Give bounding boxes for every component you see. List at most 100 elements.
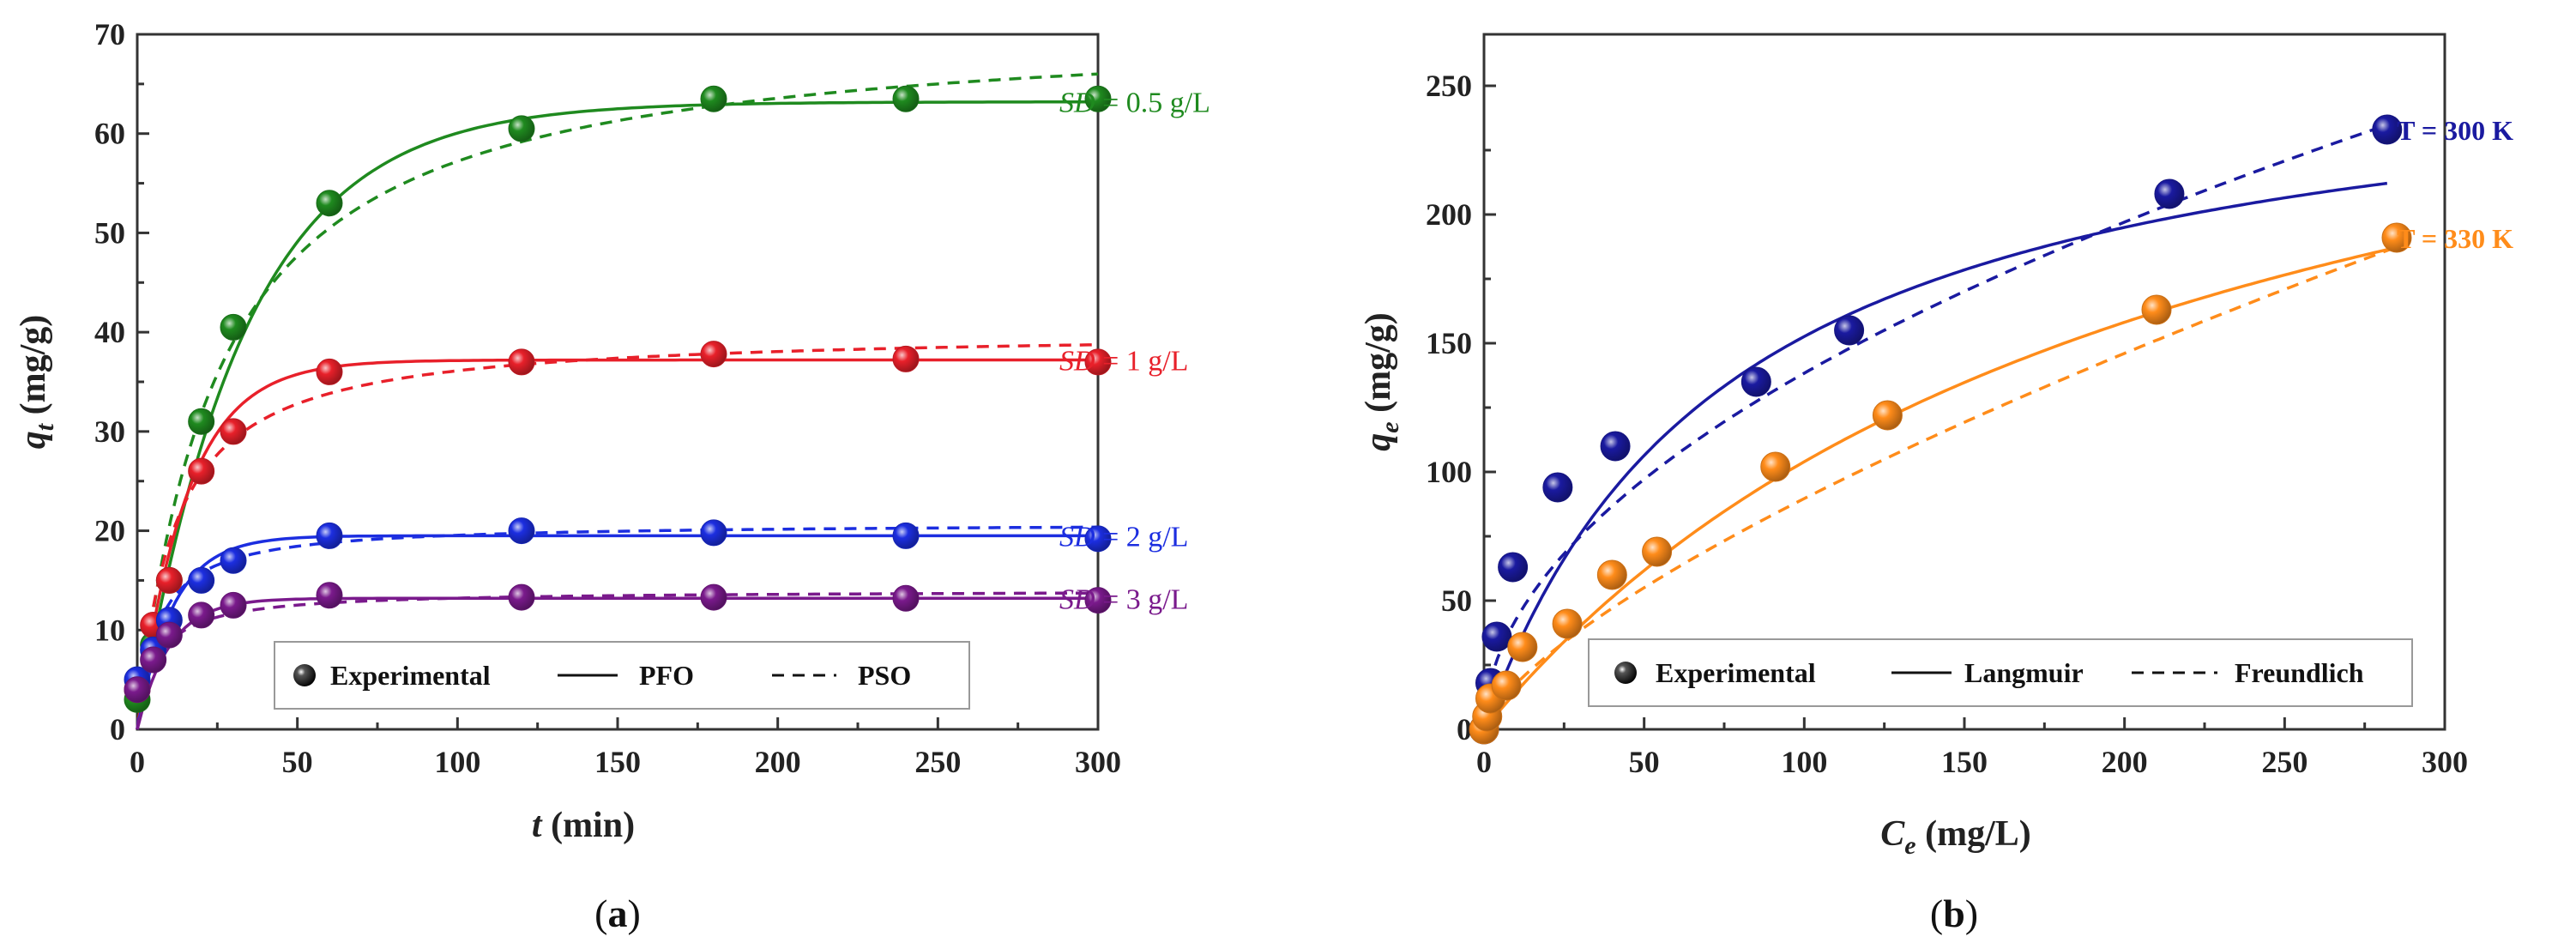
data-point [188,601,215,629]
data-point [1872,400,1903,431]
x-tick-label: 200 [2102,745,2148,779]
data-point [220,418,247,445]
x-tick-label: 250 [914,745,961,779]
data-point [700,519,727,547]
langmuir-fit-line [1482,245,2398,731]
legend-experimental: Experimental [1656,657,1816,688]
data-point [220,313,247,341]
y-tick-label: 100 [1426,455,1472,489]
x-tick-label: 300 [2422,745,2468,779]
x-tick-label: 0 [1476,745,1492,779]
legend-box [1588,638,2413,707]
y-axis-title: qe (mg/g) [1359,312,1404,450]
data-point [1084,85,1112,112]
x-tick-label: 50 [282,745,313,779]
x-tick-label: 50 [1629,745,1660,779]
data-point [508,115,535,142]
series-label: T = 330 K [2397,223,2513,254]
y-tick-label: 10 [94,613,125,647]
x-tick-label: 100 [434,745,480,779]
series-label: T = 300 K [2397,115,2513,146]
freundlich-fit-line [1482,123,2388,727]
y-tick-label: 40 [94,315,125,349]
pso-fit-line [136,591,1098,730]
data-point [1760,451,1791,482]
y-tick-label: 50 [94,215,125,250]
legend: Experimental PFO PSO [274,641,970,710]
data-point [1084,348,1112,376]
axis-ticks: 0 50 100 150 200 250 300 0 10 20 30 40 50 60 70 [94,17,1121,779]
data-point [1552,608,1583,639]
series-label: SD = 2 g/L [1059,521,1188,553]
legend-pso: PSO [858,660,911,691]
series-labels: T = 300 K T = 330 K [2397,115,2513,254]
legend-experimental: Experimental [330,660,491,691]
fit-curves [1482,123,2398,731]
series-label: SD = 0.5 g/L [1059,88,1210,119]
panel-b-chart: 0 50 100 150 200 250 300 0 50 100 150 200 250 T = 30… [1359,33,2513,935]
x-tick-label: 0 [130,745,145,779]
data-point [316,190,343,217]
data-point [892,85,920,112]
y-tick-label: 50 [1441,583,1472,618]
y-tick-label: 200 [1426,197,1472,232]
x-tick-label: 250 [2261,745,2308,779]
legend-marker-experimental [293,664,316,686]
legend-marker-experimental [1614,662,1637,684]
data-point [1491,670,1522,701]
data-point [892,584,920,612]
data-point [2372,114,2403,145]
y-axis-title: qt (mg/g) [14,315,59,449]
data-point [188,457,215,485]
panel-a-label: (a) [594,892,641,935]
data-point [140,646,167,674]
x-axis-title: t (min) [532,806,635,845]
series-labels: SD = 0.5 g/L SD = 1 g/L SD = 2 g/L SD = 3 g… [1059,88,1210,616]
plot-frame [136,33,1100,731]
data-point [700,341,727,368]
x-tick-label: 150 [1941,745,1988,779]
data-point [316,582,343,609]
pfo-fit-line [136,358,1098,730]
data-point [508,348,535,376]
pfo-fit-line [136,100,1098,730]
data-point [2141,294,2172,325]
data-point [1084,587,1112,614]
data-point [700,85,727,112]
x-tick-label: 150 [594,745,641,779]
pso-fit-line [136,72,1099,730]
data-point [1481,621,1512,652]
data-point [2381,222,2412,253]
data-point [1834,315,1865,346]
data-point [220,547,247,574]
data-point [892,522,920,549]
y-tick-label: 250 [1426,69,1472,103]
data-point [1740,366,1771,397]
data-point [155,566,183,594]
y-tick-label: 20 [94,514,125,548]
y-tick-label: 60 [94,117,125,151]
data-point [124,676,151,704]
data-point [188,408,215,435]
data-point [155,621,183,649]
data-point [220,591,247,619]
langmuir-fit-line [1482,181,2388,730]
data-point [316,522,343,549]
x-axis-title: Ce (mg/L) [1880,814,2031,860]
data-point [1084,525,1112,553]
panel-b-label: (b) [1930,892,1978,935]
legend-pfo: PFO [639,660,694,691]
series-label: SD = 1 g/L [1059,346,1188,378]
data-point [1596,559,1627,590]
panel-a-chart: 0 50 100 150 200 250 300 0 10 20 30 40 50 60 70 SD = 0… [14,17,1210,935]
data-points [1469,114,2412,745]
data-point [700,583,727,611]
data-point [316,358,343,385]
y-tick-label: 150 [1426,326,1472,360]
axis-ticks: 0 50 100 150 200 250 300 0 50 100 150 200 250 [1426,69,2468,779]
y-tick-label: 0 [110,712,125,747]
x-tick-label: 300 [1075,745,1121,779]
data-point [2154,178,2185,209]
data-point [508,583,535,611]
